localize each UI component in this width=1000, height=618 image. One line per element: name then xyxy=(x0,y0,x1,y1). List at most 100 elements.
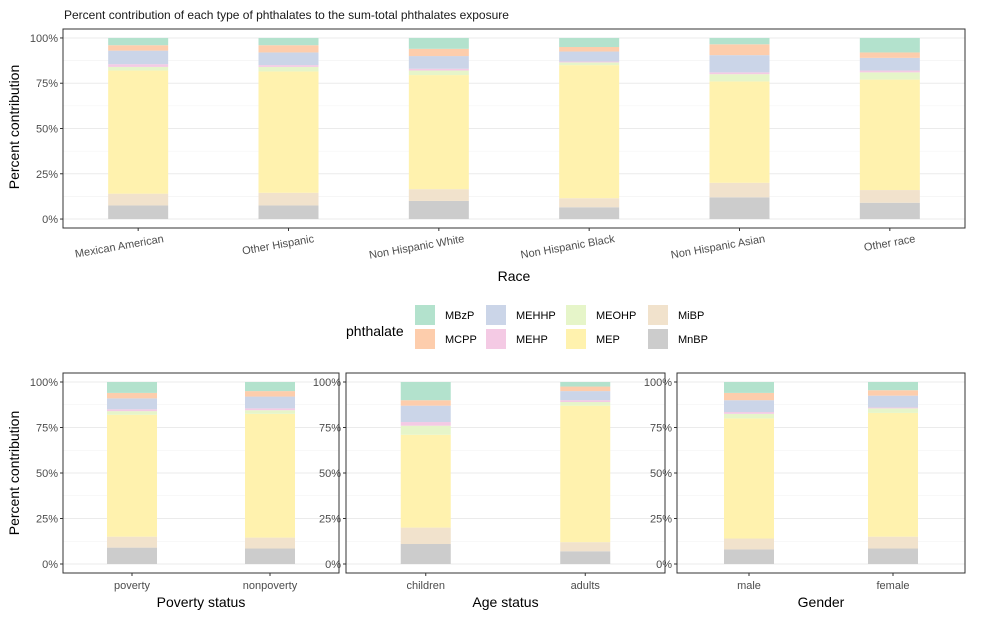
legend-label: MnBP xyxy=(678,334,708,346)
bar-segment-poverty-mibp xyxy=(107,536,157,548)
bar-segment-adults-mbzp xyxy=(560,382,611,387)
bar-segment-nonpoverty-meohp xyxy=(245,410,295,414)
bar-segment-other-race-mep xyxy=(859,79,920,191)
x-tick-label: nonpoverty xyxy=(243,580,298,592)
x-tick-label: Non Hispanic Black xyxy=(520,233,617,261)
bar-segment-non-hispanic-black-mehhp xyxy=(559,51,620,62)
legend-label: MEHP xyxy=(516,334,548,346)
bar-segment-mexican-american-mehhp xyxy=(108,50,169,65)
bar-segment-other-hispanic-mehhp xyxy=(258,52,319,66)
bar-segment-female-mehhp xyxy=(868,395,918,408)
y-tick-label: 100% xyxy=(30,33,58,45)
x-tick-label: children xyxy=(406,580,445,592)
bar-segment-male-mbzp xyxy=(724,382,774,393)
bar-segment-male-mcpp xyxy=(724,392,774,401)
bar-segment-non-hispanic-white-mep xyxy=(408,75,469,190)
bar-segment-non-hispanic-asian-mehp xyxy=(709,72,770,75)
y-tick-label: 0% xyxy=(42,559,58,571)
y-tick-label: 100% xyxy=(30,377,58,389)
legend-item-mcpp: MCPP xyxy=(415,329,477,349)
bar-segment-nonpoverty-mehhp xyxy=(245,396,295,409)
bar-segment-non-hispanic-asian-mnbp xyxy=(709,197,770,220)
y-tick-label: 75% xyxy=(36,423,58,435)
bar-segment-female-mehp xyxy=(868,407,918,409)
bar-segment-non-hispanic-black-mep xyxy=(559,65,620,199)
bar-segment-mexican-american-mbzp xyxy=(108,37,169,46)
bar-segment-mexican-american-mep xyxy=(108,70,169,194)
bar-segment-other-hispanic-meohp xyxy=(258,66,319,72)
bar-segment-mexican-american-mehp xyxy=(108,64,169,67)
x-tick-label: female xyxy=(876,580,909,592)
bar-segment-mexican-american-mnbp xyxy=(108,205,169,220)
bar-segment-nonpoverty-mbzp xyxy=(245,382,295,392)
bar-segment-non-hispanic-white-meohp xyxy=(408,70,469,76)
x-axis-title: Age status xyxy=(472,594,538,610)
bar-segment-female-mep xyxy=(868,412,918,537)
legend-item-mnbp: MnBP xyxy=(648,329,708,349)
x-tick-label: Non Hispanic White xyxy=(368,233,465,262)
bar-segment-adults-mehp xyxy=(560,400,611,403)
bar-segment-children-mibp xyxy=(400,527,451,544)
bar-segment-poverty-mbzp xyxy=(107,382,157,393)
y-tick-label: 50% xyxy=(36,124,58,136)
panel-border xyxy=(62,372,340,574)
y-tick-label: 75% xyxy=(319,423,341,435)
legend-label: MiBP xyxy=(678,310,704,322)
bar-segment-non-hispanic-asian-meohp xyxy=(709,74,770,82)
bar-segment-non-hispanic-black-mbzp xyxy=(559,37,620,48)
y-axis-title: Percent contribution xyxy=(6,411,22,536)
bar-segment-male-meohp xyxy=(724,413,774,419)
bar-segment-mexican-american-meohp xyxy=(108,66,169,71)
bar-segment-poverty-mcpp xyxy=(107,392,157,399)
y-tick-label: 25% xyxy=(650,514,672,526)
panel-gender: 0% 25% 50% 75% 100% male female Gender xyxy=(644,372,966,610)
legend-item-meohp: MEOHP xyxy=(566,305,636,325)
bar-segment-male-mehhp xyxy=(724,400,774,413)
x-tick-label: Other race xyxy=(863,233,916,254)
bar-segment-non-hispanic-white-mnbp xyxy=(408,200,469,220)
bar-segment-children-meohp xyxy=(400,425,451,435)
legend-key xyxy=(415,329,435,349)
bar-segment-nonpoverty-mep xyxy=(245,413,295,538)
legend-item-mibp: MiBP xyxy=(648,305,704,325)
x-tick-label: Mexican American xyxy=(74,233,165,260)
bar-segment-other-race-mnbp xyxy=(859,202,920,220)
bar-segment-children-mep xyxy=(400,434,451,528)
y-tick-label: 75% xyxy=(650,423,672,435)
y-tick-label: 50% xyxy=(650,468,672,480)
bar-segment-other-hispanic-mehp xyxy=(258,65,319,67)
panel-border xyxy=(676,372,966,574)
legend-label: MCPP xyxy=(445,334,477,346)
bar-segment-other-race-mbzp xyxy=(859,37,920,53)
bar-segment-non-hispanic-asian-mbzp xyxy=(709,37,770,45)
y-tick-label: 50% xyxy=(36,468,58,480)
bar-segment-non-hispanic-black-mcpp xyxy=(559,47,620,52)
legend-label: MEOHP xyxy=(596,310,636,322)
bar-segment-male-mep xyxy=(724,418,774,539)
legend-label: MBzP xyxy=(445,310,474,322)
bar-segment-adults-meohp xyxy=(560,402,611,406)
y-tick-label: 75% xyxy=(36,78,58,90)
bar-segment-non-hispanic-asian-mibp xyxy=(709,182,770,198)
legend-label: MEP xyxy=(596,334,620,346)
bar-segment-nonpoverty-mnbp xyxy=(245,548,295,564)
x-axis-title: Race xyxy=(498,268,531,284)
legend-title: phthalate xyxy=(346,323,404,339)
bar-segment-adults-mnbp xyxy=(560,551,611,564)
bar-segment-nonpoverty-mehp xyxy=(245,408,295,411)
bar-segment-other-race-mcpp xyxy=(859,52,920,58)
bar-segment-other-hispanic-mcpp xyxy=(258,45,319,53)
bar-segment-poverty-mnbp xyxy=(107,547,157,564)
y-axis-title: Percent contribution xyxy=(6,65,22,190)
bar-segment-adults-mibp xyxy=(560,542,611,552)
bar-segment-children-mbzp xyxy=(400,382,451,401)
bar-segment-other-race-mibp xyxy=(859,190,920,203)
x-tick-label: Non Hispanic Asian xyxy=(670,233,766,261)
bar-segment-non-hispanic-black-mehp xyxy=(559,61,620,63)
bar-segment-non-hispanic-black-mibp xyxy=(559,198,620,208)
legend-key xyxy=(486,305,506,325)
y-tick-label: 0% xyxy=(656,559,672,571)
bar-segment-children-mehhp xyxy=(400,405,451,423)
bar-segment-other-race-meohp xyxy=(859,72,920,80)
